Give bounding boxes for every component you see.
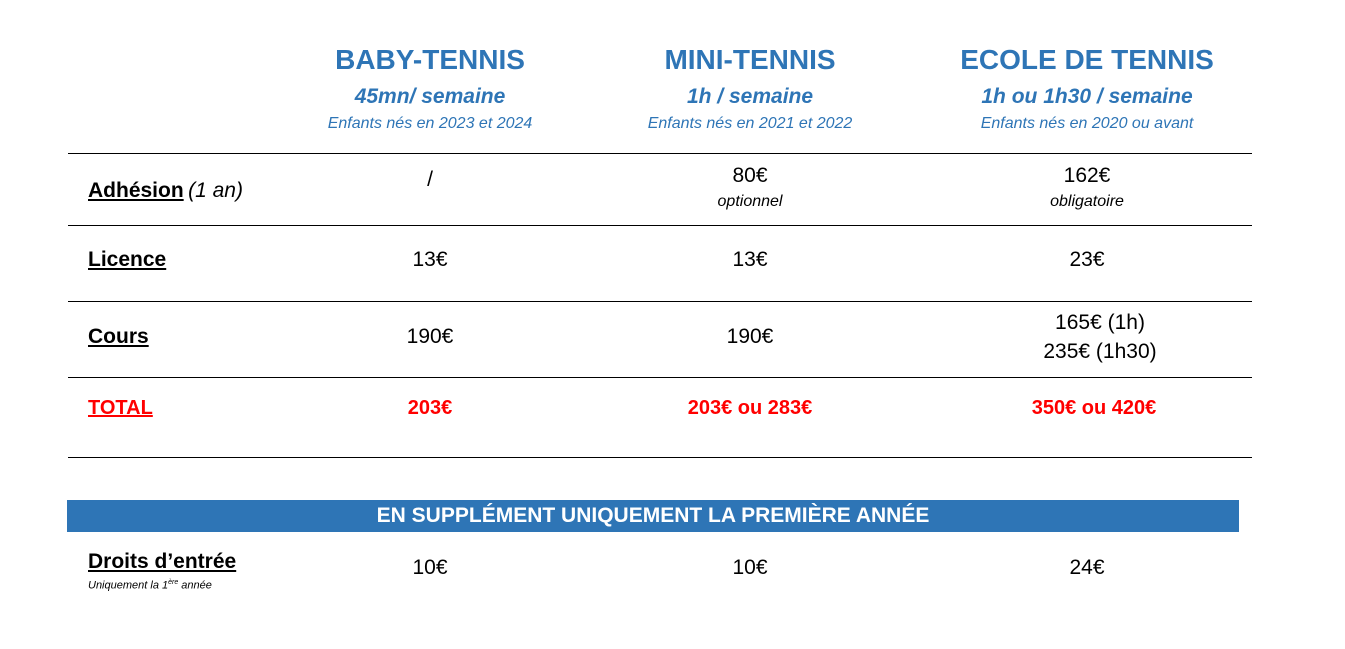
- column-duration: 1h / semaine: [686, 85, 814, 108]
- cell: 162€: [1063, 164, 1111, 187]
- row-label: Droits d’entrée: [88, 550, 237, 573]
- column-title: MINI-TENNIS: [664, 44, 836, 75]
- divider: [68, 225, 1252, 226]
- cell: 10€: [412, 556, 448, 579]
- column-ages: Enfants nés en 2023 et 2024: [327, 115, 533, 132]
- column-title: BABY-TENNIS: [335, 44, 525, 75]
- column-ages: Enfants nés en 2020 ou avant: [980, 115, 1194, 132]
- row-label: Cours: [88, 325, 149, 348]
- column-ages: Enfants nés en 2021 et 2022: [647, 115, 853, 132]
- divider: [68, 457, 1252, 458]
- divider: [68, 301, 1252, 302]
- cell: 203€ ou 283€: [687, 397, 813, 419]
- cell: 235€ (1h30): [1043, 340, 1157, 363]
- cell: 165€ (1h): [1055, 311, 1145, 334]
- supplement-banner: EN SUPPLÉMENT UNIQUEMENT LA PREMIÈRE ANN…: [67, 500, 1239, 532]
- cell: 24€: [1069, 556, 1105, 579]
- cell: 10€: [732, 556, 768, 579]
- divider: [68, 153, 1252, 154]
- divider: [68, 377, 1252, 378]
- row-label: TOTAL: [88, 397, 153, 419]
- cell-note: optionnel: [717, 193, 783, 210]
- cell: 13€: [732, 248, 768, 271]
- row-note: Uniquement la 1ère année: [88, 579, 212, 592]
- row-label: Licence: [88, 248, 167, 271]
- column-duration: 1h ou 1h30 / semaine: [981, 85, 1193, 108]
- cell: 80€: [732, 164, 768, 187]
- cell: 13€: [412, 248, 448, 271]
- cell-note: obligatoire: [1050, 193, 1124, 210]
- cell: 190€: [726, 325, 774, 348]
- row-note: (1 an): [188, 179, 243, 202]
- cell: 23€: [1069, 248, 1105, 271]
- cell: 350€ ou 420€: [1031, 397, 1157, 419]
- cell: /: [427, 168, 433, 191]
- column-title: ECOLE DE TENNIS: [960, 44, 1214, 75]
- cell: 203€: [407, 397, 453, 419]
- cell: 190€: [406, 325, 454, 348]
- row-label: Adhésion: [88, 179, 184, 202]
- column-duration: 45mn/ semaine: [354, 85, 506, 108]
